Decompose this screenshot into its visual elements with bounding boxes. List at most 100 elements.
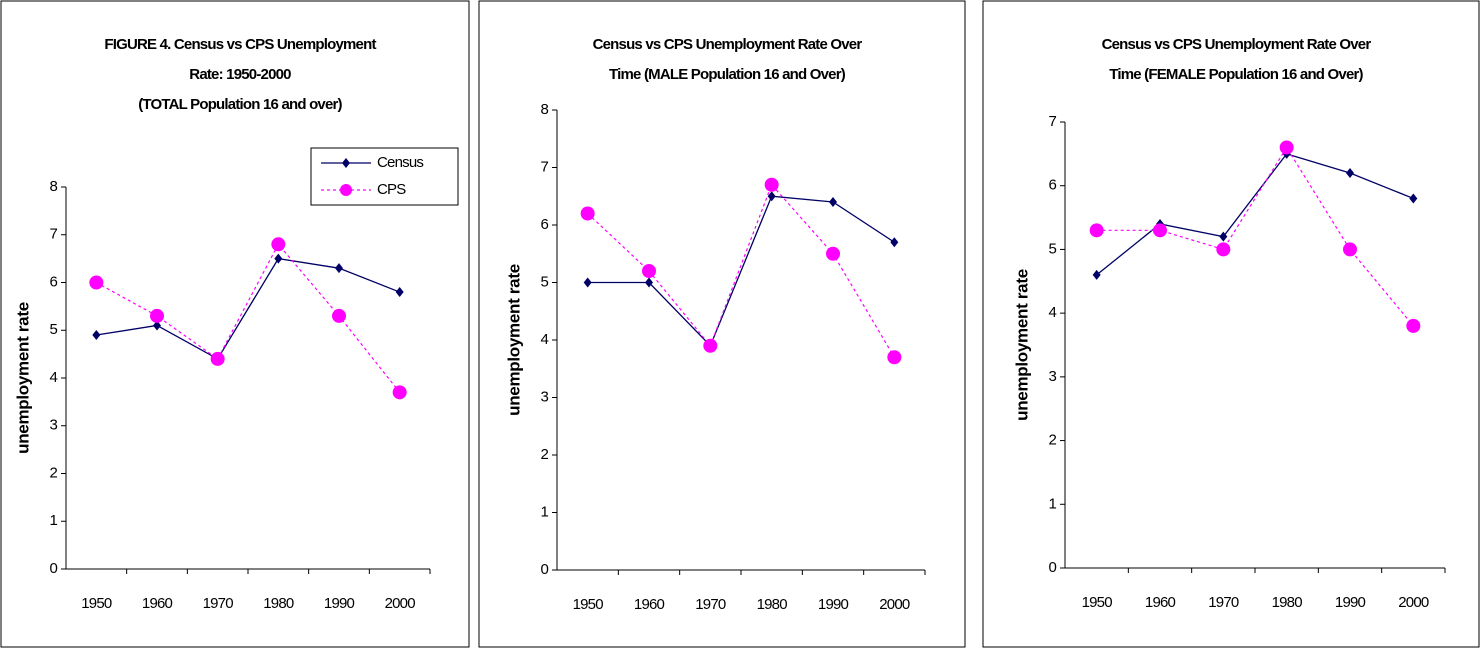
- chart-title: Rate: 1950-2000: [189, 66, 291, 83]
- x-tick-label: 1960: [142, 595, 173, 612]
- y-tick-label: 5: [540, 273, 548, 290]
- data-point: [826, 246, 840, 261]
- data-point: [703, 338, 718, 353]
- y-tick-label: 2: [49, 464, 57, 481]
- y-tick-label: 4: [1048, 304, 1056, 321]
- data-point: [89, 275, 104, 290]
- y-tick-label: 1: [540, 503, 548, 520]
- data-point: [642, 264, 656, 278]
- data-point: [829, 197, 837, 207]
- x-tick-label: 1950: [573, 596, 604, 613]
- chart-title: Census vs CPS Unemployment Rate Over: [593, 36, 863, 53]
- y-tick-label: 3: [540, 388, 548, 405]
- data-point: [1343, 242, 1357, 257]
- data-point: [1219, 231, 1228, 242]
- y-tick-label: 7: [49, 226, 57, 243]
- y-tick-label: 4: [49, 369, 57, 386]
- y-tick-label: 1: [1048, 495, 1056, 512]
- data-point: [645, 277, 653, 288]
- y-tick-label: 6: [540, 216, 548, 233]
- x-tick-label: 1960: [1145, 594, 1176, 611]
- y-tick-label: 4: [540, 331, 548, 348]
- data-point: [395, 287, 404, 298]
- series-line: [1096, 153, 1414, 276]
- x-tick-label: 1990: [818, 596, 849, 613]
- y-tick-label: 6: [49, 273, 57, 290]
- legend-label: Census: [377, 154, 423, 171]
- data-point: [274, 253, 283, 264]
- x-tick-label: 1970: [203, 595, 234, 612]
- y-axis-label: unemployment rate: [1012, 269, 1031, 421]
- data-point: [583, 277, 592, 288]
- series-line: [587, 183, 895, 358]
- series-line: [1096, 146, 1414, 327]
- y-tick-label: 0: [49, 560, 57, 577]
- x-tick-label: 1990: [324, 595, 355, 612]
- y-tick-label: 0: [1048, 559, 1056, 576]
- y-tick-label: 0: [540, 561, 548, 578]
- data-point: [1346, 167, 1354, 178]
- legend-box: [310, 147, 459, 206]
- data-point: [1216, 242, 1231, 257]
- y-tick-label: 8: [49, 178, 57, 195]
- x-tick-label: 2000: [1398, 594, 1429, 611]
- y-tick-label: 5: [1048, 240, 1056, 257]
- x-tick-label: 1970: [1208, 594, 1239, 611]
- data-point: [1406, 318, 1421, 333]
- chart-title: Time (FEMALE Population 16 and Over): [1109, 66, 1363, 83]
- y-tick-label: 3: [49, 417, 57, 434]
- data-point: [271, 237, 286, 252]
- data-point: [1089, 223, 1104, 238]
- data-point: [332, 308, 346, 323]
- data-point: [764, 177, 779, 192]
- x-tick-label: 2000: [385, 595, 416, 612]
- y-tick-label: 2: [1048, 432, 1056, 449]
- y-tick-label: 7: [1048, 113, 1056, 130]
- data-point: [92, 330, 101, 341]
- y-tick-label: 5: [49, 321, 57, 338]
- y-tick-label: 2: [540, 446, 548, 463]
- data-point: [153, 320, 161, 331]
- data-point: [890, 237, 899, 248]
- x-tick-label: 1960: [634, 596, 665, 613]
- x-tick-label: 1950: [1082, 594, 1113, 611]
- panel-border: [982, 0, 1480, 648]
- x-tick-label: 1980: [263, 595, 294, 612]
- x-tick-label: 2000: [879, 596, 910, 613]
- chart-panel: Census vs CPS Unemployment Rate Over Time…: [478, 0, 966, 648]
- y-tick-label: 8: [540, 101, 548, 118]
- x-tick-label: 1970: [695, 596, 726, 613]
- legend-label: CPS: [377, 181, 406, 198]
- data-point: [392, 385, 407, 400]
- y-tick-label: 6: [1048, 177, 1056, 194]
- data-point: [1153, 223, 1167, 238]
- y-tick-label: 3: [1048, 368, 1056, 385]
- data-point: [887, 350, 902, 365]
- data-point: [1092, 269, 1101, 280]
- data-point: [335, 263, 343, 274]
- data-point: [1409, 193, 1418, 204]
- series-line: [587, 195, 895, 347]
- y-tick-label: 1: [49, 512, 57, 529]
- chart-title: Time (MALE Population 16 and Over): [609, 66, 846, 83]
- y-axis-label: unemployment rate: [504, 264, 523, 416]
- x-tick-label: 1980: [757, 596, 788, 613]
- y-tick-label: 7: [540, 158, 548, 175]
- chart-title: (TOTAL Population 16 and over): [138, 96, 342, 113]
- legend-marker: [340, 184, 352, 196]
- data-point: [580, 206, 595, 221]
- data-point: [767, 191, 776, 202]
- data-point: [1279, 140, 1294, 155]
- y-axis-label: unemployment rate: [13, 302, 32, 454]
- chart-title: FIGURE 4. Census vs CPS Unemployment: [104, 36, 376, 53]
- data-point: [210, 351, 225, 366]
- x-tick-label: 1950: [81, 595, 112, 612]
- data-point: [150, 308, 164, 323]
- panel-border: [478, 0, 966, 648]
- chart-panel: FIGURE 4. Census vs CPS Unemployment Rate…: [0, 0, 470, 648]
- legend-marker: [342, 158, 350, 168]
- x-tick-label: 1990: [1335, 594, 1366, 611]
- series-line: [96, 257, 400, 360]
- chart-title: Census vs CPS Unemployment Rate Over: [1102, 36, 1372, 53]
